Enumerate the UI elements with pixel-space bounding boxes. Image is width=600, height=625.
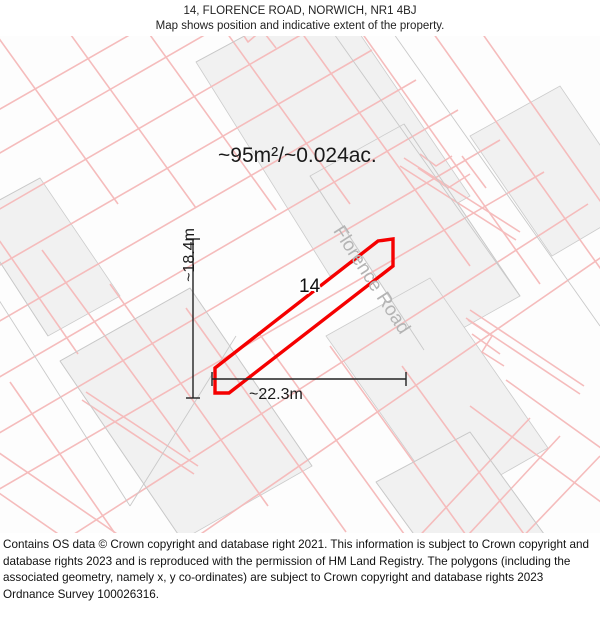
page-title: 14, FLORENCE ROAD, NORWICH, NR1 4BJ (183, 5, 417, 17)
building-polygons (0, 36, 600, 533)
map-vector-layer (0, 36, 600, 533)
parcel-boundary-lines (0, 36, 600, 533)
map-header: 14, FLORENCE ROAD, NORWICH, NR1 4BJ Map … (0, 0, 600, 36)
property-plot-outline[interactable] (213, 237, 395, 395)
vertical-dimension-label: ~18.4m (181, 228, 198, 282)
plot-house-number-label: 14 (299, 276, 321, 297)
copyright-notice: Contains OS data © Crown copyright and d… (3, 538, 589, 601)
map-canvas[interactable]: ~95m²/~0.024ac. 14 Florence Road ~18.4m … (0, 36, 600, 533)
dimension-rulers (186, 238, 407, 399)
page-subtitle: Map shows position and indicative extent… (155, 20, 445, 32)
horizontal-dimension-label: ~22.3m (249, 386, 303, 403)
plot-area-label: ~95m²/~0.024ac. (218, 144, 377, 167)
map-footer: Contains OS data © Crown copyright and d… (0, 533, 600, 625)
